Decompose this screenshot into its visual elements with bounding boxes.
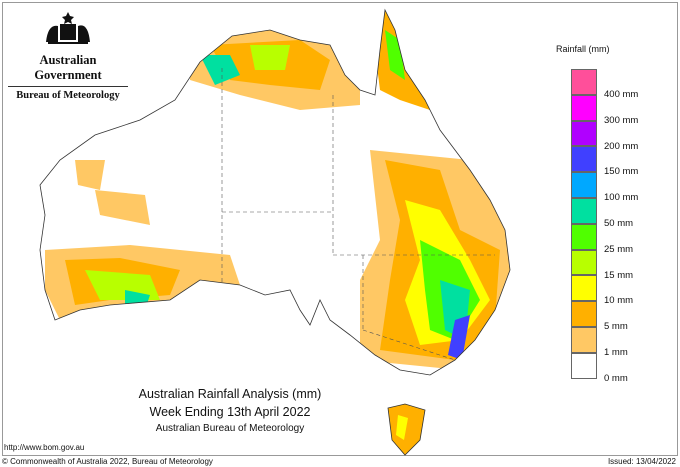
website-link[interactable]: http://www.bom.gov.au (4, 443, 85, 452)
government-name: Australian Government (8, 53, 128, 87)
legend-swatch (571, 352, 597, 379)
state-borders (221, 68, 495, 361)
legend-label: 100 mm (604, 192, 639, 204)
legend-label: 10 mm (604, 295, 634, 307)
legend-swatch (571, 249, 597, 276)
coat-of-arms-icon (46, 12, 90, 44)
legend-swatch (571, 172, 597, 198)
legend-label: 300 mm (604, 114, 639, 126)
map-source: Australian Bureau of Meteorology (155, 423, 305, 434)
legend-swatch (571, 198, 597, 224)
tasmania (387, 403, 426, 456)
legend-label: 5 mm (604, 321, 628, 333)
legend-label: 400 mm (604, 89, 639, 100)
legend-swatch (571, 146, 597, 173)
copyright: © Commonwealth of Australia 2022, Bureau… (2, 457, 213, 466)
issued-date: Issued: 13/04/2022 (607, 457, 676, 466)
legend-label: 50 mm (604, 218, 634, 229)
legend-swatch (571, 301, 597, 327)
legend-swatch (571, 69, 597, 95)
legend-swatch (571, 94, 597, 121)
legend-label: 15 mm (604, 269, 634, 281)
legend-label: 150 mm (604, 166, 639, 178)
legend-label: 0 mm (604, 372, 628, 384)
legend-swatch (571, 120, 597, 147)
legend-swatch (571, 327, 597, 353)
legend-title: Rainfall (mm) (556, 44, 610, 54)
map-subtitle: Week Ending 13th April 2022 (149, 405, 311, 419)
bureau-name: Bureau of Meteorology (16, 90, 120, 101)
legend-swatch (571, 275, 597, 302)
legend-swatch (571, 223, 597, 250)
legend-label: 200 mm (604, 140, 639, 152)
legend-label: 25 mm (604, 243, 634, 255)
legend-label: 1 mm (604, 347, 628, 358)
map-title: Australian Rainfall Analysis (mm) (138, 387, 322, 401)
australian-government-logo: Australian Government Bureau of Meteorol… (8, 10, 128, 101)
map-frame (2, 2, 678, 456)
